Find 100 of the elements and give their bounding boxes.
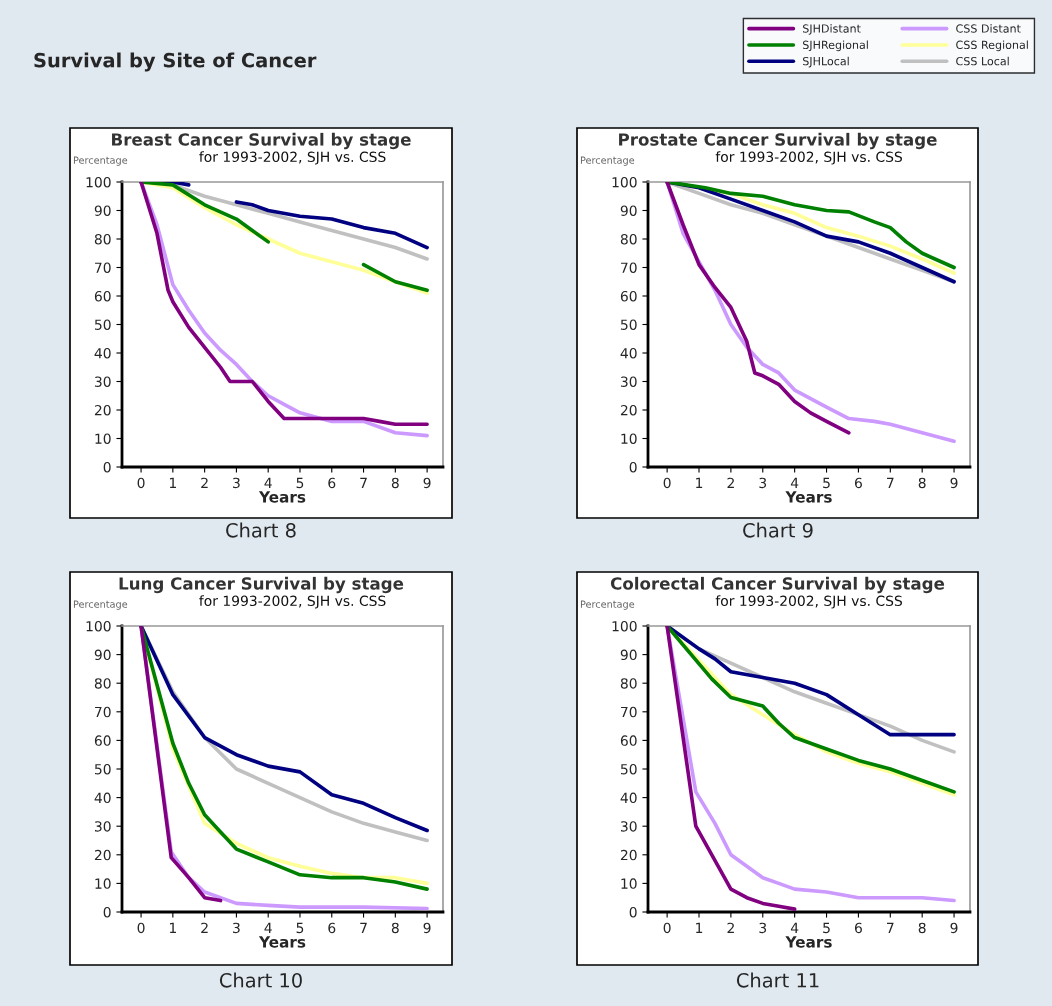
chart-title: Lung Cancer Survival by stage xyxy=(119,576,404,594)
y-tick-label: 30 xyxy=(94,376,111,387)
chart-subtitle: for 1993-2002, SJH vs. CSS xyxy=(715,595,902,609)
y-axis-title: Percentage xyxy=(73,156,128,166)
y-tick-label: 0 xyxy=(629,906,637,918)
caption: Chart 9 xyxy=(743,522,813,538)
x-tick-label: 0 xyxy=(137,477,145,489)
x-tick-label: 3 xyxy=(759,922,767,934)
x-tick-label: 2 xyxy=(727,922,734,933)
y-tick-label: 70 xyxy=(621,706,637,718)
legend-label: SJHLocal xyxy=(803,56,849,68)
y-tick-label: 80 xyxy=(620,233,637,245)
x-tick-label: 6 xyxy=(854,922,862,934)
y-tick-label: 90 xyxy=(94,205,111,216)
y-tick-label: 40 xyxy=(94,347,111,359)
chart-title: Prostate Cancer Survival by stage xyxy=(619,132,937,150)
x-axis-title: Years xyxy=(258,936,306,948)
x-tick-label: 1 xyxy=(169,922,176,933)
y-tick-label: 0 xyxy=(103,461,111,473)
x-tick-label: 2 xyxy=(727,477,734,488)
chart-title: Colorectal Cancer Survival by stage xyxy=(610,576,945,594)
y-tick-label: 100 xyxy=(86,176,111,188)
x-tick-label: 8 xyxy=(918,922,926,934)
x-tick-label: 1 xyxy=(696,477,703,488)
x-tick-label: 6 xyxy=(328,477,336,489)
caption: Chart 10 xyxy=(219,972,302,988)
x-tick-label: 4 xyxy=(790,477,799,488)
y-tick-label: 10 xyxy=(621,433,637,444)
x-tick-label: 4 xyxy=(790,922,799,933)
y-tick-label: 100 xyxy=(612,620,637,632)
legend-label: CSS Regional xyxy=(956,40,1028,52)
y-tick-label: 50 xyxy=(620,319,637,330)
x-tick-label: 8 xyxy=(391,922,399,934)
x-tick-label: 9 xyxy=(423,477,431,489)
chart-subtitle: for 1993-2002, SJH vs. CSS xyxy=(199,151,386,165)
x-tick-label: 0 xyxy=(663,922,671,934)
x-tick-label: 5 xyxy=(823,477,830,489)
x-axis-title: Years xyxy=(258,491,306,503)
legend-label: SJHDistant xyxy=(803,24,861,35)
y-tick-label: 10 xyxy=(95,433,111,444)
y-tick-label: 10 xyxy=(95,878,111,889)
y-tick-label: 40 xyxy=(620,347,637,359)
x-tick-label: 9 xyxy=(423,922,431,934)
x-tick-label: 3 xyxy=(233,922,240,934)
x-tick-label: 5 xyxy=(823,922,830,934)
y-tick-label: 30 xyxy=(94,821,111,832)
x-tick-label: 5 xyxy=(296,922,304,934)
x-tick-label: 9 xyxy=(950,477,958,489)
y-tick-label: 50 xyxy=(94,763,111,775)
x-tick-label: 7 xyxy=(360,922,367,933)
x-tick-label: 4 xyxy=(264,922,272,933)
x-tick-label: 1 xyxy=(696,922,703,933)
chart-subtitle: for 1993-2002, SJH vs. CSS xyxy=(715,151,902,165)
chart-subtitle: for 1993-2002, SJH vs. CSS xyxy=(199,595,386,609)
chart-title: Breast Cancer Survival by stage xyxy=(112,132,411,150)
y-tick-label: 40 xyxy=(94,792,111,804)
x-tick-label: 2 xyxy=(201,477,208,488)
x-tick-label: 4 xyxy=(264,477,272,488)
legend-label: CSS Local xyxy=(956,56,1009,66)
x-tick-label: 3 xyxy=(233,477,240,489)
y-tick-label: 70 xyxy=(95,262,111,273)
y-tick-label: 80 xyxy=(94,233,111,245)
x-tick-label: 7 xyxy=(887,922,894,933)
y-tick-label: 100 xyxy=(86,620,111,632)
y-tick-label: 60 xyxy=(620,735,637,746)
x-tick-label: 8 xyxy=(391,477,399,489)
y-axis-title: Percentage xyxy=(580,156,635,166)
x-tick-label: 6 xyxy=(854,477,862,489)
y-axis-title: Percentage xyxy=(73,600,128,610)
x-tick-label: 6 xyxy=(328,922,336,934)
x-tick-label: 0 xyxy=(663,477,671,489)
y-tick-label: 30 xyxy=(620,376,637,387)
legend-label: SJHRegional xyxy=(803,40,868,52)
y-tick-label: 90 xyxy=(94,649,111,661)
x-tick-label: 7 xyxy=(887,477,894,488)
y-tick-label: 50 xyxy=(94,319,111,330)
y-tick-label: 100 xyxy=(612,176,637,188)
caption: Chart 8 xyxy=(226,522,296,538)
x-tick-label: 8 xyxy=(918,477,926,489)
y-tick-label: 70 xyxy=(621,262,637,273)
y-tick-label: 40 xyxy=(620,792,637,804)
x-axis-title: Years xyxy=(785,491,832,503)
y-tick-label: 10 xyxy=(621,878,637,889)
y-tick-label: 0 xyxy=(629,461,637,473)
y-tick-label: 70 xyxy=(95,706,111,718)
x-tick-label: 9 xyxy=(950,922,958,934)
x-tick-label: 5 xyxy=(296,477,304,489)
y-tick-label: 90 xyxy=(620,205,637,216)
x-tick-label: 0 xyxy=(137,922,145,934)
x-tick-label: 7 xyxy=(360,477,367,488)
y-tick-label: 30 xyxy=(620,821,637,832)
x-tick-label: 2 xyxy=(201,922,208,933)
legend-label: CSS Distant xyxy=(956,24,1021,33)
y-tick-label: 20 xyxy=(94,404,111,416)
text: Survival by Site of Cancer xyxy=(34,52,317,72)
y-axis-title: Percentage xyxy=(580,600,635,610)
y-tick-label: 90 xyxy=(620,649,637,661)
y-tick-label: 0 xyxy=(103,906,111,918)
x-tick-label: 3 xyxy=(759,477,767,489)
y-tick-label: 20 xyxy=(620,849,637,861)
